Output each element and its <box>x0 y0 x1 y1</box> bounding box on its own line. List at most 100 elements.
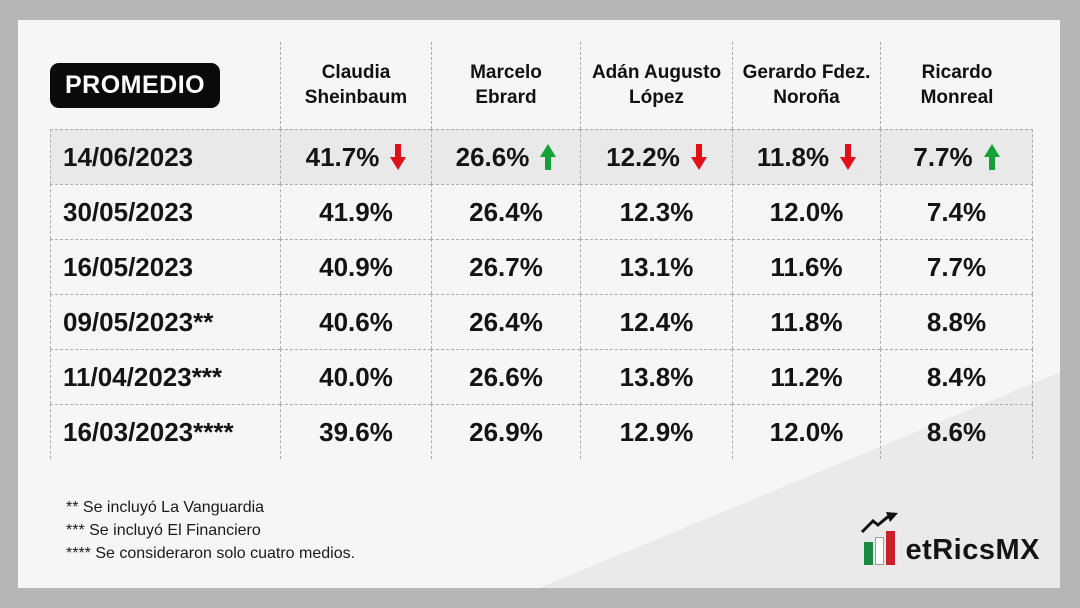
poll-average-table: PROMEDIO Claudia Sheinbaum Marcelo Ebrard Ad… <box>50 42 1033 459</box>
trend-down-icon <box>690 144 707 170</box>
value-cell: 12.9% <box>580 404 732 459</box>
percentage-value: 41.9% <box>319 196 393 227</box>
growth-arrow-icon <box>861 512 899 534</box>
footnotes: ** Se incluyó La Vanguardia *** Se incluy… <box>66 496 355 565</box>
percentage-value: 40.9% <box>319 251 393 282</box>
promedio-badge: PROMEDIO <box>50 62 221 109</box>
percentage-value: 26.6% <box>455 141 530 172</box>
date-cell: 11/04/2023*** <box>50 349 280 404</box>
percentage-value: 12.4% <box>619 306 694 337</box>
percentage-value: 13.8% <box>619 361 694 392</box>
column-header: Adán Augusto López <box>580 42 732 129</box>
percentage-value: 8.4% <box>926 361 987 392</box>
promedio-card: PROMEDIO Claudia Sheinbaum Marcelo Ebrard Ad… <box>18 20 1060 588</box>
value-cell: 26.7% <box>431 239 580 294</box>
date-cell: 30/05/2023 <box>50 184 280 239</box>
logo-bar-white <box>875 537 885 565</box>
value-cell: 11.8% <box>732 129 880 184</box>
value-cell: 12.4% <box>580 294 732 349</box>
percentage-value: 26.6% <box>469 361 543 392</box>
percentage-value: 40.0% <box>319 361 393 392</box>
value-cell: 40.6% <box>280 294 431 349</box>
value-cell: 26.9% <box>431 404 580 459</box>
percentage-value: 8.8% <box>926 306 987 337</box>
value-cell: 26.4% <box>431 184 580 239</box>
footnote-line: ** Se incluyó La Vanguardia <box>66 499 265 516</box>
metrics-bars-icon <box>861 510 904 566</box>
percentage-value: 12.3% <box>619 196 694 227</box>
column-header-line2: Sheinbaum <box>304 86 408 108</box>
column-header: Gerardo Fdez. Noroña <box>732 42 880 129</box>
percentage-value: 11.8% <box>770 306 843 337</box>
percentage-value: 41.7% <box>305 141 380 172</box>
percentage-value: 40.6% <box>319 306 393 337</box>
percentage-value: 11.6% <box>770 251 843 282</box>
value-cell: 12.0% <box>732 404 880 459</box>
percentage-value: 13.1% <box>619 251 694 282</box>
percentage-value: 8.6% <box>926 416 987 447</box>
percentage-value: 7.7% <box>913 141 973 172</box>
value-cell: 41.9% <box>280 184 431 239</box>
metricsmx-logo: etRicsMX <box>861 510 1040 566</box>
column-header-line1: Gerardo Fdez. <box>742 61 871 83</box>
value-cell: 40.0% <box>280 349 431 404</box>
column-header-line2: Monreal <box>920 86 994 108</box>
value-cell: 40.9% <box>280 239 431 294</box>
column-header: Claudia Sheinbaum <box>280 42 431 129</box>
column-header-line2: Noroña <box>773 86 840 108</box>
percentage-value: 26.7% <box>469 251 543 282</box>
percentage-value: 26.4% <box>469 196 543 227</box>
date-cell: 16/05/2023 <box>50 239 280 294</box>
value-cell: 8.6% <box>880 404 1033 459</box>
column-header: Marcelo Ebrard <box>431 42 580 129</box>
percentage-value: 12.0% <box>769 416 844 447</box>
column-header-line2: Ebrard <box>475 86 537 108</box>
value-cell: 7.7% <box>880 129 1033 184</box>
value-cell: 41.7% <box>280 129 431 184</box>
value-cell: 8.4% <box>880 349 1033 404</box>
percentage-value: 7.7% <box>926 251 987 282</box>
trend-up-icon <box>983 144 1000 170</box>
value-cell: 11.2% <box>732 349 880 404</box>
percentage-value: 12.2% <box>606 141 680 172</box>
value-cell: 13.1% <box>580 239 732 294</box>
value-cell: 12.2% <box>580 129 732 184</box>
footnote-line: **** Se consideraron solo cuatro medios. <box>66 545 356 562</box>
footnote-line: *** Se incluyó El Financiero <box>66 522 261 539</box>
value-cell: 39.6% <box>280 404 431 459</box>
badge-cell: PROMEDIO <box>50 42 280 129</box>
column-header-line1: Marcelo <box>470 61 542 83</box>
trend-down-icon <box>840 144 857 170</box>
value-cell: 8.8% <box>880 294 1033 349</box>
column-header: Ricardo Monreal <box>880 42 1033 129</box>
trend-down-icon <box>390 144 407 170</box>
percentage-value: 7.4% <box>926 196 987 227</box>
value-cell: 26.6% <box>431 349 580 404</box>
value-cell: 12.0% <box>732 184 880 239</box>
percentage-value: 12.9% <box>619 416 694 447</box>
value-cell: 7.7% <box>880 239 1033 294</box>
date-cell: 09/05/2023** <box>50 294 280 349</box>
column-header-line1: Claudia <box>321 61 391 83</box>
percentage-value: 11.2% <box>770 361 843 392</box>
date-cell: 14/06/2023 <box>50 129 280 184</box>
percentage-value: 12.0% <box>769 196 844 227</box>
value-cell: 11.6% <box>732 239 880 294</box>
column-header-line1: Ricardo <box>921 61 993 83</box>
percentage-value: 26.9% <box>469 416 543 447</box>
column-header-line2: López <box>629 86 684 108</box>
value-cell: 26.4% <box>431 294 580 349</box>
column-header-line1: Adán Augusto <box>591 61 722 83</box>
value-cell: 13.8% <box>580 349 732 404</box>
date-cell: 16/03/2023**** <box>50 404 280 459</box>
logo-bar-red <box>886 531 896 565</box>
percentage-value: 11.8% <box>756 141 830 172</box>
percentage-value: 26.4% <box>469 306 543 337</box>
trend-up-icon <box>540 144 557 170</box>
value-cell: 26.6% <box>431 129 580 184</box>
percentage-value: 39.6% <box>319 416 393 447</box>
value-cell: 12.3% <box>580 184 732 239</box>
value-cell: 11.8% <box>732 294 880 349</box>
logo-text: etRicsMX <box>905 534 1040 566</box>
logo-bar-green <box>864 542 874 565</box>
